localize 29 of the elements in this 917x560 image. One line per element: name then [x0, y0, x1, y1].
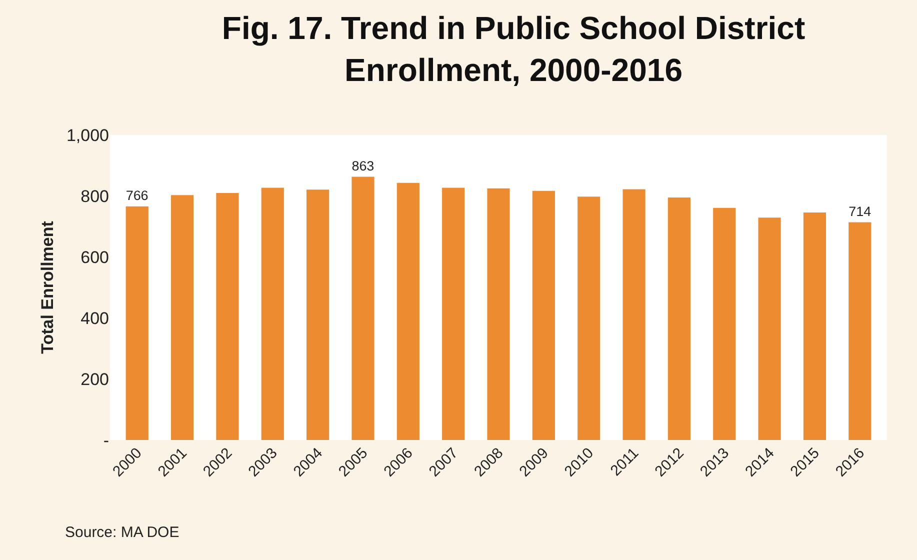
bar: [848, 222, 872, 440]
bar: [126, 206, 148, 440]
bar: [216, 192, 239, 440]
bar: [668, 198, 690, 440]
data-label: 863: [352, 158, 374, 174]
bar: [713, 208, 736, 440]
bar: [487, 188, 510, 440]
bar: [442, 188, 465, 440]
bar: [578, 196, 600, 440]
bar: [622, 189, 646, 440]
chart-title: Fig. 17. Trend in Public School District Enrollment, 2000-2016: [222, 10, 806, 88]
source-note: Source: MA DOE: [65, 524, 180, 541]
y-tick-label: 200: [80, 370, 109, 389]
y-tick-label: -: [103, 430, 109, 450]
bar: [261, 188, 284, 440]
bar: [532, 190, 555, 440]
y-tick-label: 1,000: [66, 126, 109, 145]
data-label: 714: [848, 204, 872, 219]
bar: [170, 195, 194, 440]
bar: [396, 182, 420, 440]
bar: [352, 176, 374, 440]
bar: [758, 218, 781, 440]
data-label: 766: [126, 188, 148, 203]
y-tick-label: 800: [80, 186, 109, 206]
y-axis-title: Total Enrollment: [38, 220, 58, 354]
y-tick-label: 600: [80, 248, 109, 267]
bar: [803, 212, 826, 440]
bar: [306, 190, 330, 440]
y-tick-label: 400: [80, 308, 109, 328]
